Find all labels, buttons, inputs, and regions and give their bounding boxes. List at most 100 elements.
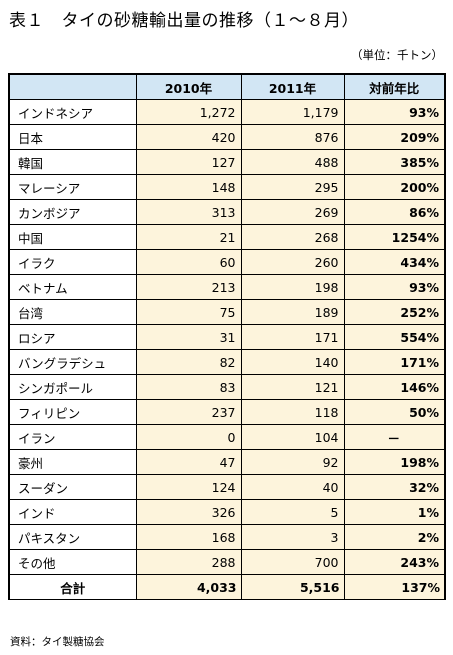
ratio-cell: 1% (343, 499, 446, 525)
ratio-cell: 200% (343, 174, 446, 200)
country-cell: 日本 (8, 124, 137, 150)
ratio-cell: 554% (343, 324, 446, 350)
country-cell: イラン (8, 424, 137, 450)
table-row: バングラデシュ 82 140 171% (8, 349, 446, 375)
value-2010-cell: 21 (135, 224, 242, 250)
country-cell: ベトナム (8, 274, 137, 300)
country-cell: カンボジア (8, 199, 137, 225)
ratio-cell: 434% (343, 249, 446, 275)
country-cell: フィリピン (8, 399, 137, 425)
table-row: 韓国 127 488 385% (8, 149, 446, 175)
value-2011-cell: 488 (240, 149, 345, 175)
value-2010-cell: 213 (135, 274, 242, 300)
value-2010-cell: 1,272 (135, 99, 242, 125)
country-cell: パキスタン (8, 524, 137, 550)
value-2010-cell: 168 (135, 524, 242, 550)
country-cell: スーダン (8, 474, 137, 500)
ratio-cell: 252% (343, 299, 446, 325)
value-2011-cell: 876 (240, 124, 345, 150)
value-2011-cell: 260 (240, 249, 345, 275)
source-note: 資料：タイ製糖協会 (10, 636, 105, 648)
value-2011-cell: 700 (240, 549, 345, 575)
country-cell: ロシア (8, 324, 137, 350)
table-row: インドネシア 1,272 1,179 93% (8, 99, 446, 125)
value-2011-cell: 268 (240, 224, 345, 250)
value-2010-cell: 31 (135, 324, 242, 350)
value-2011-cell: 269 (240, 199, 345, 225)
value-2011-cell: 1,179 (240, 99, 345, 125)
value-2011-cell: 40 (240, 474, 345, 500)
country-cell: インド (8, 499, 137, 525)
header-cell-2010: 2010年 (135, 73, 242, 100)
value-2010-cell: 60 (135, 249, 242, 275)
total-ratio: 137% (343, 574, 446, 600)
table-row: 日本 420 876 209% (8, 124, 446, 150)
value-2011-cell: 140 (240, 349, 345, 375)
table-body: インドネシア 1,272 1,179 93% 日本 420 876 209% 韓国 127 488 3… (8, 99, 446, 575)
table-row: 中国 21 268 1254% (8, 224, 446, 250)
export-volume-table: 2010年 2011年 対前年比 インドネシア 1,272 1,179 93% 日本 42… (8, 73, 446, 600)
country-cell: 韓国 (8, 149, 137, 175)
ratio-cell: － (343, 424, 446, 450)
value-2010-cell: 75 (135, 299, 242, 325)
country-cell: シンガポール (8, 374, 137, 400)
country-cell: 豪州 (8, 449, 137, 475)
value-2011-cell: 3 (240, 524, 345, 550)
country-cell: 中国 (8, 224, 137, 250)
value-2010-cell: 288 (135, 549, 242, 575)
country-cell: バングラデシュ (8, 349, 137, 375)
value-2010-cell: 148 (135, 174, 242, 200)
value-2011-cell: 295 (240, 174, 345, 200)
ratio-cell: 1254% (343, 224, 446, 250)
value-2011-cell: 121 (240, 374, 345, 400)
ratio-cell: 32% (343, 474, 446, 500)
value-2010-cell: 237 (135, 399, 242, 425)
total-2010: 4,033 (135, 574, 242, 600)
table-row: その他 288 700 243% (8, 549, 446, 575)
table-row: フィリピン 237 118 50% (8, 399, 446, 425)
value-2010-cell: 420 (135, 124, 242, 150)
value-2010-cell: 0 (135, 424, 242, 450)
table-row: 台湾 75 189 252% (8, 299, 446, 325)
table-row: シンガポール 83 121 146% (8, 374, 446, 400)
ratio-cell: 2% (343, 524, 446, 550)
ratio-cell: 385% (343, 149, 446, 175)
value-2011-cell: 198 (240, 274, 345, 300)
country-cell: 台湾 (8, 299, 137, 325)
ratio-cell: 86% (343, 199, 446, 225)
ratio-cell: 198% (343, 449, 446, 475)
header-cell-2011: 2011年 (240, 73, 345, 100)
value-2011-cell: 171 (240, 324, 345, 350)
country-cell: インドネシア (8, 99, 137, 125)
country-cell: その他 (8, 549, 137, 575)
value-2010-cell: 326 (135, 499, 242, 525)
total-label: 合計 (8, 574, 137, 600)
value-2010-cell: 313 (135, 199, 242, 225)
ratio-cell: 93% (343, 99, 446, 125)
total-2011: 5,516 (240, 574, 345, 600)
table-row: 豪州 47 92 198% (8, 449, 446, 475)
value-2010-cell: 127 (135, 149, 242, 175)
header-cell-ratio: 対前年比 (343, 73, 446, 100)
country-cell: イラク (8, 249, 137, 275)
ratio-cell: 243% (343, 549, 446, 575)
ratio-cell: 171% (343, 349, 446, 375)
value-2010-cell: 82 (135, 349, 242, 375)
value-2011-cell: 5 (240, 499, 345, 525)
total-row: 合計 4,033 5,516 137% (8, 574, 446, 600)
header-row: 2010年 2011年 対前年比 (8, 73, 446, 100)
ratio-cell: 93% (343, 274, 446, 300)
table-row: ベトナム 213 198 93% (8, 274, 446, 300)
table-row: ロシア 31 171 554% (8, 324, 446, 350)
table-title: 表１ タイの砂糖輸出量の推移（１～８月） (9, 11, 359, 31)
table-row: インド 326 5 1% (8, 499, 446, 525)
value-2011-cell: 104 (240, 424, 345, 450)
ratio-cell: 50% (343, 399, 446, 425)
table-row: マレーシア 148 295 200% (8, 174, 446, 200)
table-row: パキスタン 168 3 2% (8, 524, 446, 550)
table-row: スーダン 124 40 32% (8, 474, 446, 500)
value-2010-cell: 83 (135, 374, 242, 400)
value-2010-cell: 124 (135, 474, 242, 500)
table-row: イラン 0 104 － (8, 424, 446, 450)
value-2011-cell: 118 (240, 399, 345, 425)
